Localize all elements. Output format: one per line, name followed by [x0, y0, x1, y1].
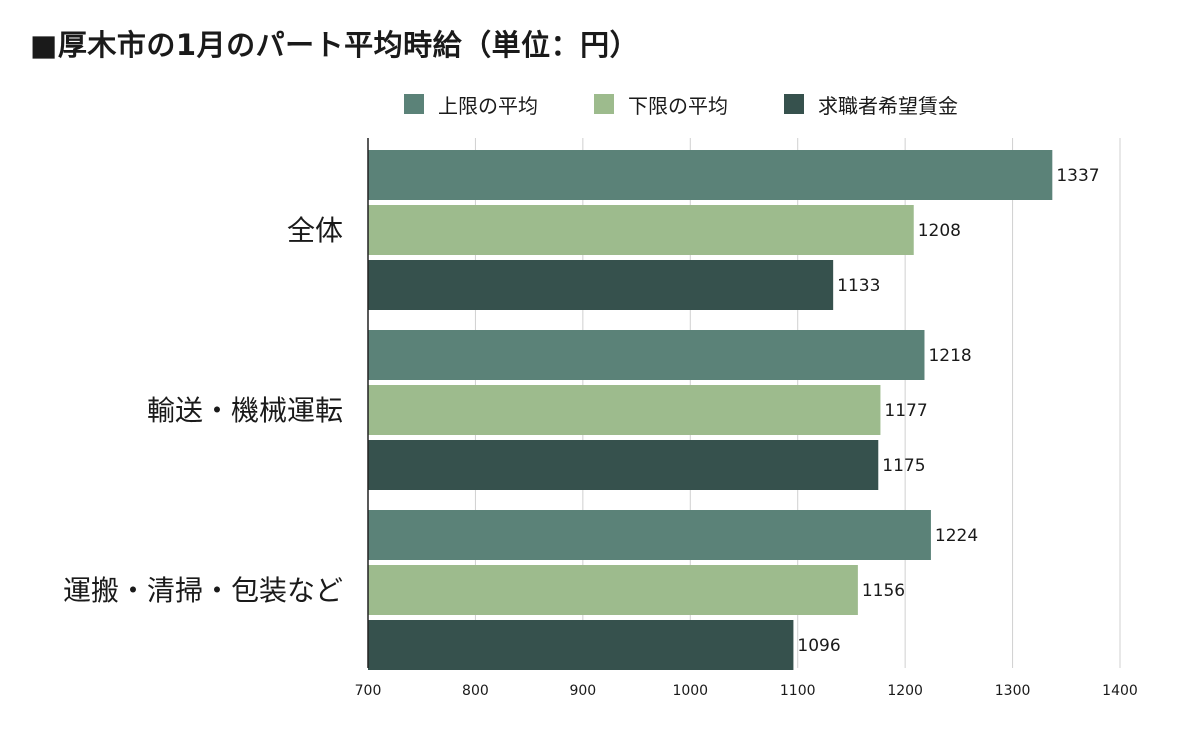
x-tick-label: 900 [569, 683, 596, 699]
bar [368, 440, 879, 490]
legend-swatch-upper [404, 94, 424, 114]
category-label: 全体 [287, 214, 343, 247]
category-label: 運搬・清掃・包装など [63, 574, 343, 607]
legend-swatch-lower [594, 94, 614, 114]
bar-value-label: 1177 [884, 401, 927, 421]
bar [368, 205, 914, 255]
legend-swatch-desired [784, 94, 804, 114]
x-tick-label: 1200 [887, 683, 923, 699]
bar-value-label: 1096 [797, 636, 840, 656]
bar [368, 385, 881, 435]
legend-item-desired: 求職者希望賃金 [784, 90, 958, 119]
bar [368, 510, 931, 560]
x-tick-label: 1300 [995, 683, 1031, 699]
legend-label-lower: 下限の平均 [628, 93, 728, 118]
bar-value-label: 1208 [918, 221, 961, 241]
x-tick-label: 1000 [672, 683, 708, 699]
bar [368, 150, 1053, 200]
legend-label-desired: 求職者希望賃金 [818, 93, 958, 118]
x-tick-label: 1100 [780, 683, 816, 699]
bar-value-label: 1175 [882, 456, 925, 476]
legend-label-upper: 上限の平均 [438, 93, 538, 118]
legend: 上限の平均 下限の平均 求職者希望賃金 [404, 90, 1014, 118]
bar [368, 565, 858, 615]
legend-item-lower: 下限の平均 [594, 90, 728, 119]
bar [368, 260, 834, 310]
legend-item-upper: 上限の平均 [404, 90, 538, 119]
bar-value-label: 1224 [935, 526, 978, 546]
x-tick-label: 1400 [1102, 683, 1138, 699]
category-label: 輸送・機械運転 [147, 394, 343, 427]
chart-title: ■厚木市の1月のパート平均時給（単位：円） [30, 28, 640, 62]
x-tick-label: 700 [355, 683, 382, 699]
bar-value-label: 1218 [928, 346, 971, 366]
bar-value-label: 1133 [837, 276, 880, 296]
bar-value-label: 1337 [1056, 166, 1099, 186]
bar-value-label: 1156 [862, 581, 905, 601]
bar [368, 330, 925, 380]
bar [368, 620, 794, 670]
x-tick-label: 800 [462, 683, 489, 699]
